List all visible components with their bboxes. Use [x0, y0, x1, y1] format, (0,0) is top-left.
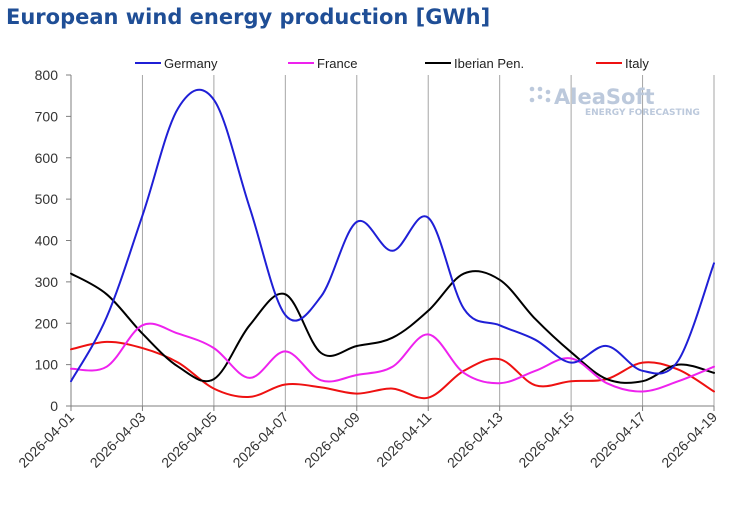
- x-tick-label-2026-04-09: 2026-04-09: [301, 409, 363, 471]
- x-tick-label-2026-04-15: 2026-04-15: [515, 409, 577, 471]
- y-tick-label-300: 300: [35, 274, 59, 290]
- y-tick-label-100: 100: [35, 357, 59, 373]
- x-tick-label-2026-04-13: 2026-04-13: [444, 409, 506, 471]
- y-tick-label-0: 0: [50, 398, 58, 414]
- x-tick-label-2026-04-19: 2026-04-19: [658, 409, 720, 471]
- series-line-iberian-pen: [70, 270, 715, 384]
- y-tick-label-200: 200: [35, 315, 59, 331]
- legend-label-iberian-pen: Iberian Pen.: [454, 56, 524, 71]
- x-tick-label-2026-04-11: 2026-04-11: [373, 409, 434, 470]
- x-tick-label-2026-04-07: 2026-04-07: [229, 409, 291, 471]
- logo-tagline: ENERGY FORECASTING: [585, 108, 700, 118]
- legend-label-italy: Italy: [625, 56, 649, 71]
- x-tick-label-2026-04-01: 2026-04-01: [15, 409, 77, 471]
- logo-dots-icon: [529, 86, 551, 103]
- y-tick-label-500: 500: [35, 191, 59, 207]
- x-tick-label-2026-04-03: 2026-04-03: [87, 409, 149, 471]
- series-lines: [70, 88, 715, 400]
- logo-name: AleaSoft: [554, 85, 655, 109]
- x-tick-label-2026-04-05: 2026-04-05: [158, 409, 220, 471]
- chart-title: European wind energy production [GWh]: [6, 5, 491, 29]
- legend-label-france: France: [317, 56, 357, 71]
- grid: [70, 75, 715, 406]
- watermark-logo: AleaSoft ENERGY FORECASTING: [529, 85, 700, 118]
- y-tick-label-800: 800: [35, 67, 59, 83]
- series-line-france: [70, 322, 715, 393]
- legend: Germany France Iberian Pen. Italy: [135, 56, 649, 71]
- legend-label-germany: Germany: [164, 56, 218, 71]
- y-tick-label-600: 600: [35, 150, 59, 166]
- x-tick-label-2026-04-17: 2026-04-17: [587, 409, 649, 471]
- y-tick-label-400: 400: [35, 233, 59, 249]
- y-tick-label-700: 700: [35, 108, 59, 124]
- series-line-germany: [70, 88, 715, 383]
